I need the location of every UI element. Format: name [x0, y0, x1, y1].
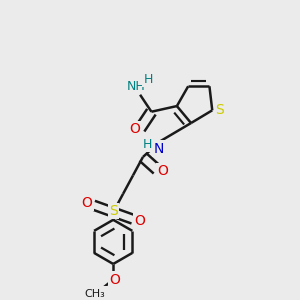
- Text: O: O: [157, 164, 168, 178]
- Text: N: N: [153, 142, 164, 155]
- Text: O: O: [130, 122, 140, 136]
- Text: S: S: [215, 103, 224, 117]
- Text: S: S: [109, 204, 118, 218]
- Text: NH: NH: [127, 80, 145, 93]
- Text: CH₃: CH₃: [84, 289, 105, 299]
- Text: O: O: [134, 214, 145, 228]
- Text: O: O: [109, 272, 120, 286]
- Text: O: O: [82, 196, 93, 210]
- Text: H: H: [142, 138, 152, 151]
- Text: H: H: [143, 73, 153, 86]
